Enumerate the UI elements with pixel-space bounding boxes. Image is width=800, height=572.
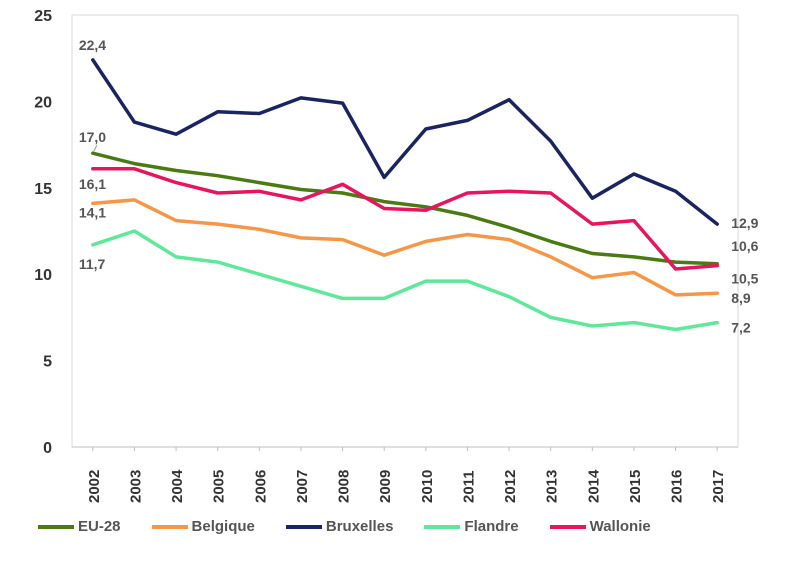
data-label-belgique: 8,9 [731,290,751,306]
x-tick-label: 2003 [127,470,144,503]
series-line-bruxelles [91,58,719,226]
plot-area-border [71,14,739,448]
legend-item: Belgique [151,518,255,535]
data-label-wallonie: 16,1 [79,176,106,192]
y-tick-label: 10 [34,267,52,284]
data-labels: 17,0 10,6 14,1 8,9 22,4 12,9 11,7 7,2 16,1 10,5 [79,37,759,336]
x-tick-label: 2012 [502,470,519,503]
x-tick-label: 2004 [169,469,186,503]
data-label-flandre: 7,2 [731,320,751,336]
y-tick-label: 15 [34,181,52,198]
legend-label: Flandre [464,518,519,535]
legend-item: Wallonie [549,518,651,535]
legend-item: Flandre [424,518,519,535]
y-tick-label: 5 [43,354,52,371]
legend-item: EU-28 [38,518,121,535]
series-line-belgique [91,198,719,297]
x-tick-label: 2011 [460,470,477,503]
data-label-flandre: 11,7 [79,256,106,272]
legend-label: EU-28 [78,518,121,535]
x-tick-label: 2013 [544,470,561,503]
legend-swatch [549,524,586,529]
legend: EU-28 Belgique Bruxelles Flandre Wallonie [38,518,682,535]
data-label-belgique: 14,1 [79,204,106,220]
data-label-leader [93,145,98,152]
series-line-wallonie [91,167,719,271]
x-tick-label: 2017 [710,470,727,503]
legend-swatch [151,524,188,529]
legend-label: Belgique [191,518,255,535]
x-tick-label: 2010 [419,470,436,503]
series-line-eu-28 [91,151,719,266]
x-axis-ticks: 2002 2003 2004 2005 2006 2007 2008 2009 2010 2011… [86,447,727,503]
x-tick-label: 2015 [627,470,644,503]
x-tick-label: 2014 [585,469,602,503]
legend-label: Wallonie [589,518,651,535]
legend-swatch [424,524,461,529]
legend-swatch [285,524,322,529]
data-label-bruxelles: 12,9 [731,215,758,231]
data-label-wallonie: 10,5 [731,271,758,287]
y-axis-ticks: 0 5 10 15 20 25 [34,8,52,457]
legend-label: Bruxelles [325,518,394,535]
x-tick-label: 2008 [336,470,353,503]
series-lines [91,58,719,332]
x-tick-label: 2009 [377,470,394,503]
legend-swatch [38,524,74,529]
data-label-eu-28: 17,0 [79,129,106,145]
x-tick-label: 2002 [86,470,103,503]
series-line-flandre [91,229,719,332]
x-tick-label: 2007 [294,470,311,503]
x-tick-label: 2006 [252,470,269,503]
y-tick-label: 20 [34,94,52,111]
data-label-bruxelles: 22,4 [79,37,106,53]
legend-item: Bruxelles [285,518,394,535]
x-tick-label: 2005 [211,470,228,503]
y-tick-label: 25 [34,8,52,25]
x-tick-label: 2016 [669,470,686,503]
y-tick-label: 0 [43,440,52,457]
data-label-eu-28: 10,6 [731,238,758,254]
